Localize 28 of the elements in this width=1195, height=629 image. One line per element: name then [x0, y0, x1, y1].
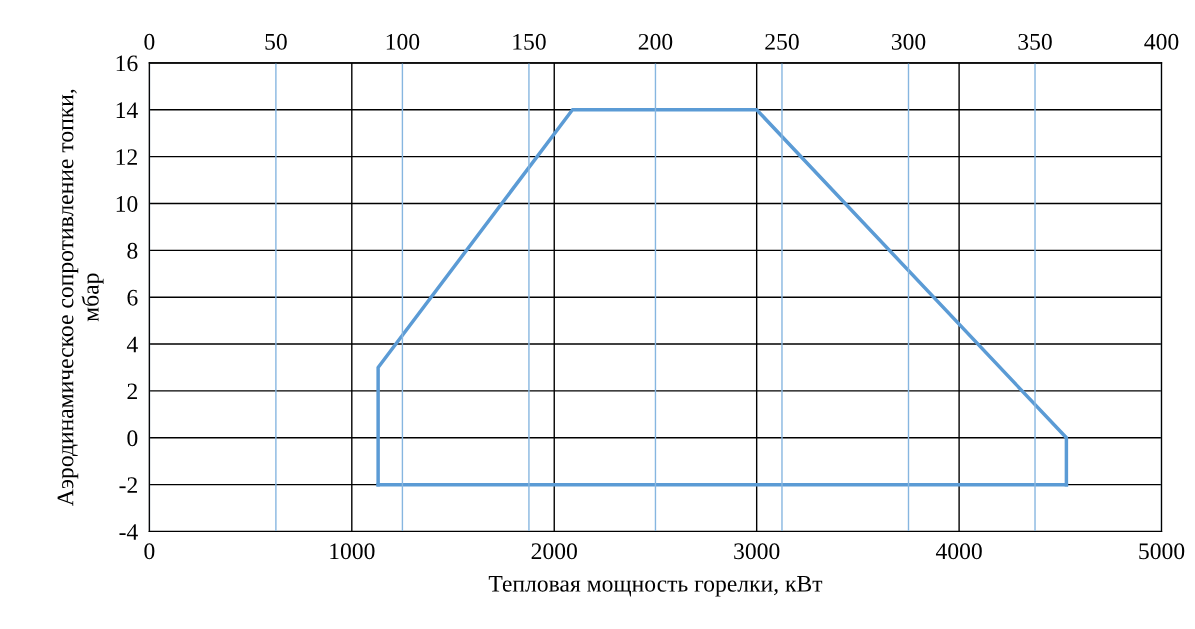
- y-tick-label: 0: [127, 430, 138, 447]
- y-tick-label: 12: [116, 149, 137, 165]
- y-tick-label: 4: [126, 336, 138, 353]
- x-axis-title: Тепловая мощность горелки, кВт: [488, 576, 823, 597]
- x-tick-label: 5000: [1139, 543, 1185, 560]
- x2-tick-label: 200: [638, 33, 673, 50]
- y-tick-label: -2: [119, 477, 137, 493]
- x2-tick-label: 400: [1144, 33, 1179, 50]
- x2-tick-label: 50: [265, 33, 287, 50]
- x-tick-label: 3000: [734, 543, 780, 560]
- x2-tick-label: 250: [765, 33, 799, 50]
- y-tick-label: 10: [116, 195, 138, 212]
- x2-tick-label: 100: [386, 33, 420, 50]
- x2-tick-label: 150: [513, 33, 546, 50]
- y-tick-label: -4: [119, 524, 138, 540]
- x2-tick-label: 0: [144, 33, 155, 50]
- y-axis-title: Аэродинамическое сопротивление топки, мбар: [57, 89, 104, 506]
- x-tick-label: 2000: [531, 543, 577, 560]
- y-tick-label: 8: [127, 242, 138, 259]
- y-tick-label: 16: [116, 55, 138, 72]
- y-tick-label: 6: [127, 289, 138, 306]
- x-tick-label: 1000: [330, 543, 375, 560]
- y-tick-label: 14: [116, 102, 138, 118]
- x-tick-label: 4000: [935, 543, 982, 560]
- x2-tick-label: 300: [891, 33, 926, 50]
- x-tick-label: 0: [144, 543, 155, 560]
- x2-tick-label: 350: [1018, 33, 1052, 50]
- y-tick-label: 2: [127, 383, 137, 400]
